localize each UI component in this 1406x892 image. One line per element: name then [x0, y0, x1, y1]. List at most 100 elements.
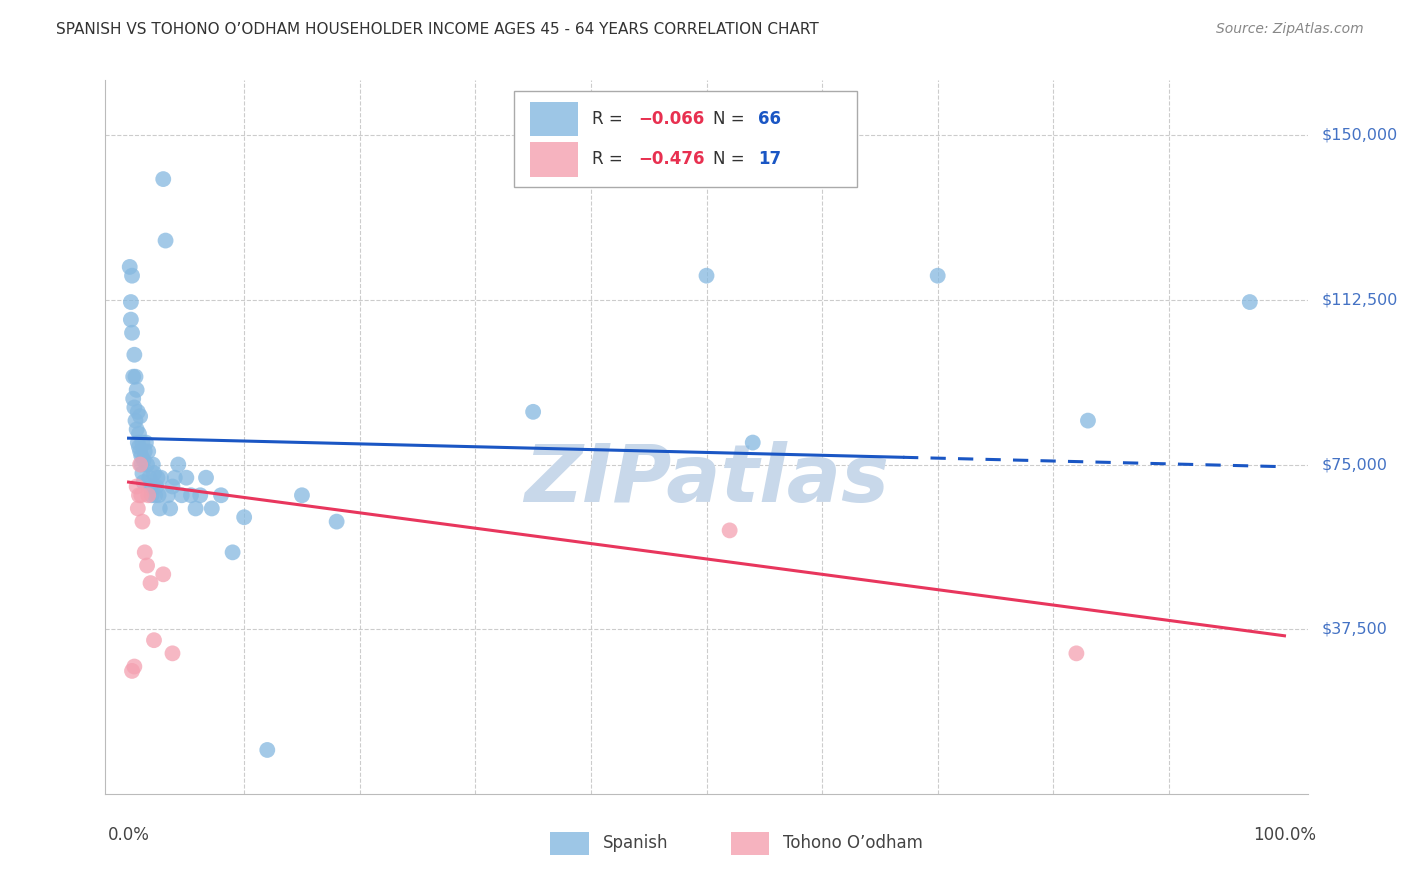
Point: [120, 312, 142, 326]
Point: [132, 453, 155, 467]
Text: Tohono O’odham: Tohono O’odham: [783, 834, 924, 852]
Point: [695, 268, 717, 283]
Point: [129, 458, 152, 472]
Point: [188, 488, 211, 502]
Point: [128, 488, 150, 502]
Point: [146, 471, 169, 485]
Point: [1077, 414, 1099, 428]
Point: [128, 426, 150, 441]
Point: [927, 268, 949, 283]
Text: ZIPatlas: ZIPatlas: [524, 441, 889, 519]
FancyBboxPatch shape: [550, 831, 589, 855]
Point: [1066, 646, 1088, 660]
Text: R =: R =: [592, 151, 628, 169]
Point: [129, 409, 152, 424]
Point: [128, 440, 150, 454]
Point: [201, 501, 224, 516]
Text: 66: 66: [758, 110, 782, 128]
Point: [180, 488, 202, 502]
Point: [136, 488, 159, 502]
Point: [121, 268, 143, 283]
Text: $112,500: $112,500: [1322, 293, 1399, 308]
Text: SPANISH VS TOHONO O’ODHAM HOUSEHOLDER INCOME AGES 45 - 64 YEARS CORRELATION CHAR: SPANISH VS TOHONO O’ODHAM HOUSEHOLDER IN…: [56, 22, 818, 37]
Point: [139, 576, 162, 591]
Point: [136, 458, 159, 472]
Text: $37,500: $37,500: [1322, 622, 1388, 637]
Point: [141, 488, 163, 502]
Point: [124, 369, 146, 384]
Text: $75,000: $75,000: [1322, 457, 1388, 472]
Text: Spanish: Spanish: [603, 834, 669, 852]
Point: [131, 467, 153, 481]
Point: [149, 501, 172, 516]
Point: [155, 234, 177, 248]
Point: [162, 646, 184, 660]
FancyBboxPatch shape: [731, 831, 769, 855]
Point: [148, 488, 170, 502]
Point: [163, 471, 186, 485]
Point: [159, 501, 181, 516]
Point: [121, 326, 143, 340]
Point: [522, 405, 544, 419]
Point: [291, 488, 314, 502]
Point: [125, 383, 148, 397]
Point: [209, 488, 232, 502]
Text: 100.0%: 100.0%: [1253, 826, 1316, 844]
Point: [131, 435, 153, 450]
Point: [124, 414, 146, 428]
Point: [127, 501, 149, 516]
FancyBboxPatch shape: [530, 143, 578, 177]
Point: [122, 392, 145, 406]
Point: [136, 444, 159, 458]
Point: [121, 664, 143, 678]
Point: [184, 501, 207, 516]
FancyBboxPatch shape: [515, 91, 856, 187]
Point: [143, 633, 166, 648]
Point: [125, 479, 148, 493]
Text: N =: N =: [713, 110, 749, 128]
Point: [170, 488, 193, 502]
Point: [124, 659, 146, 673]
Point: [149, 471, 172, 485]
Point: [124, 348, 146, 362]
Point: [143, 488, 166, 502]
Point: [152, 172, 174, 186]
Point: [129, 449, 152, 463]
Point: [127, 405, 149, 419]
Text: N =: N =: [713, 151, 749, 169]
Point: [118, 260, 141, 274]
Text: 17: 17: [758, 151, 782, 169]
Point: [129, 444, 152, 458]
Point: [127, 435, 149, 450]
Point: [139, 479, 162, 493]
Point: [122, 369, 145, 384]
Point: [167, 458, 190, 472]
Text: $150,000: $150,000: [1322, 128, 1398, 143]
Point: [233, 510, 256, 524]
Point: [162, 479, 184, 493]
Text: −0.066: −0.066: [638, 110, 704, 128]
Point: [195, 471, 218, 485]
Point: [125, 422, 148, 436]
Point: [1239, 295, 1261, 310]
Point: [129, 488, 152, 502]
Point: [136, 558, 159, 573]
Text: 0.0%: 0.0%: [108, 826, 149, 844]
Point: [131, 515, 153, 529]
Point: [143, 467, 166, 481]
Point: [120, 295, 142, 310]
Point: [221, 545, 243, 559]
FancyBboxPatch shape: [530, 102, 578, 136]
Point: [132, 475, 155, 489]
Point: [124, 401, 146, 415]
Point: [256, 743, 278, 757]
Point: [741, 435, 763, 450]
Point: [325, 515, 347, 529]
Point: [138, 471, 160, 485]
Text: −0.476: −0.476: [638, 151, 704, 169]
Text: R =: R =: [592, 110, 628, 128]
Point: [718, 524, 741, 538]
Point: [156, 488, 179, 502]
Point: [129, 458, 152, 472]
Point: [152, 567, 174, 582]
